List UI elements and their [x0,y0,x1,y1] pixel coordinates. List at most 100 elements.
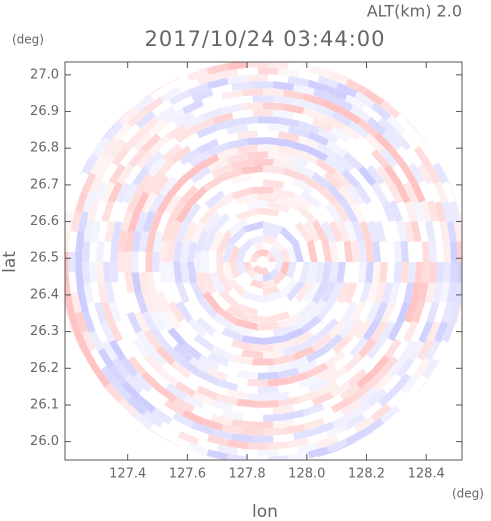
radar-cell [202,272,217,295]
radar-cell [227,217,249,235]
radar-cell [428,241,437,262]
radar-cell [316,300,335,321]
radar-cell [167,176,187,197]
radar-cell [145,230,156,253]
radar-cell [434,181,449,203]
radar-cell [257,193,280,202]
radar-cell [326,367,348,385]
radar-cell [295,221,314,243]
radar-cell [209,272,225,295]
radar-cell [242,88,263,97]
radar-cell [74,311,88,333]
radar-cell [381,282,394,304]
radar-cell [292,177,315,194]
radar-cell [231,172,253,185]
radar-cell [168,301,185,324]
radar-cell [354,183,373,205]
radar-cell [449,262,458,283]
radar-cell [173,262,183,284]
radar-cell [350,300,366,322]
radar-cell [363,418,385,436]
radar-cell [236,144,258,154]
radar-cell [96,241,105,262]
radar-cell [124,251,132,273]
radar-cell [65,300,68,313]
radar-cell [127,210,141,232]
radar-cell [251,265,260,274]
radar-cell [133,411,155,430]
radar-cell [283,424,305,435]
radar-cell [156,310,174,332]
radar-cell [411,200,425,223]
radar-cell [152,251,160,273]
radar-cell [145,251,153,273]
radar-cell [348,121,370,139]
radar-cell [371,320,388,342]
radar-cell [158,368,179,387]
radar-cell [149,210,163,233]
y-tick-label: 26.5 [30,251,59,266]
radar-cell [239,238,253,252]
radar-cell [161,436,180,447]
radar-cell [413,357,431,379]
radar-cell [344,413,366,430]
radar-cell [410,181,426,203]
radar-cell [218,290,239,310]
radar-cell [252,358,274,366]
radar-cell [388,146,407,168]
radar-cell [135,110,156,129]
radar-cell [127,356,147,377]
radar-cell [175,301,193,323]
radar-cell [321,239,332,262]
radar-cell [392,130,412,151]
radar-cell [132,337,150,359]
radar-cell [82,311,96,333]
radar-cell [357,118,379,137]
radar-cell [257,400,279,408]
radar-cell [331,397,353,414]
radar-cell [441,200,454,223]
radar-cell [331,110,353,127]
radar-cell [404,200,418,223]
radar-cell [257,386,279,394]
radar-cell [206,434,229,447]
radar-cell [428,262,437,283]
radar-cell [274,262,283,272]
radar-cell [417,339,433,361]
radar-cell [371,148,390,169]
radar-cell [147,156,167,177]
radar-cell [217,62,236,66]
x-unit: (deg) [452,487,484,501]
radar-cell [134,210,148,233]
radar-cell [373,372,394,393]
radar-cell [295,281,314,303]
radar-cell [400,163,418,185]
radar-cell [108,163,126,185]
radar-cell [190,281,205,304]
radar-cell [464,262,466,282]
radar-cell [165,383,187,401]
x-tick-label: 127.8 [228,467,265,482]
radar-cell [356,370,377,389]
radar-cell [316,364,338,382]
radar-cell [283,409,305,421]
radar-cell [355,431,374,443]
radar-cell [221,103,243,115]
radar-cell [407,262,416,283]
radar-cell [425,163,441,185]
radar-cell [267,363,290,373]
radar-cell [349,337,369,358]
radar-cell [378,116,398,136]
radar-cell [124,130,144,151]
radar-cell [311,334,333,353]
radar-cell [419,200,432,222]
radar-cell [101,123,115,140]
radar-cell [277,145,300,157]
radar-cell [456,202,462,222]
radar-cell [242,427,263,436]
radar-cell [74,191,88,213]
radar-cell [308,299,327,320]
radar-cell [274,252,283,262]
radar-cell [307,146,329,162]
radar-cell [384,164,402,186]
